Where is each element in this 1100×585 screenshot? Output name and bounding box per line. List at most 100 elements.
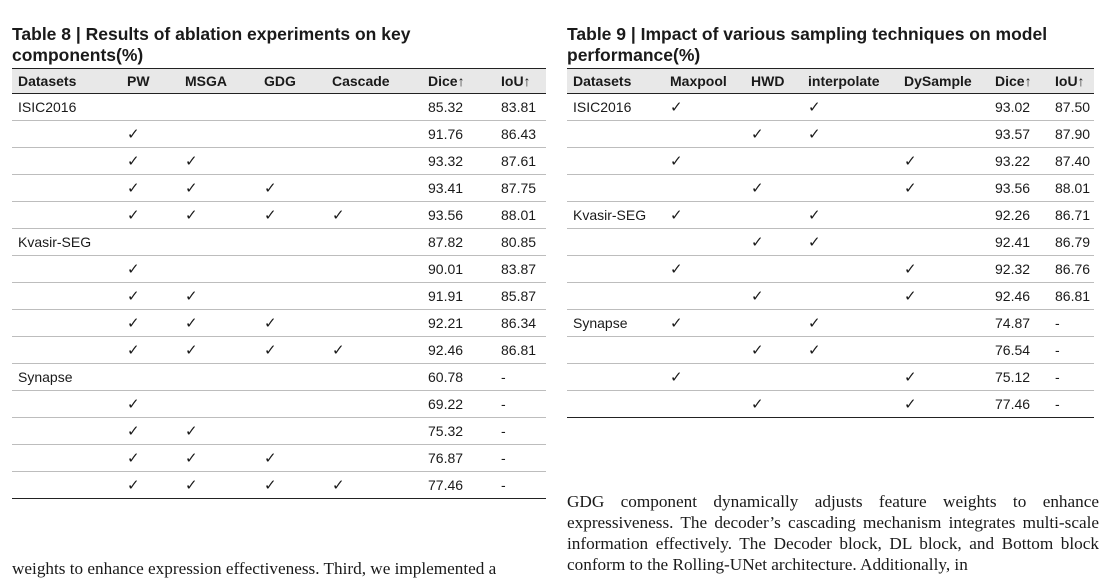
checkmark-cell: ✓ — [179, 417, 258, 445]
body-text-left: weights to enhance expression effectiven… — [12, 559, 497, 578]
table-cell — [567, 336, 664, 364]
column-header: Dice↑ — [989, 68, 1049, 94]
table-cell — [179, 93, 258, 121]
table-cell — [121, 228, 179, 256]
table-cell — [179, 363, 258, 391]
table-cell: 87.40 — [1049, 147, 1094, 175]
table-cell — [258, 363, 326, 391]
table-cell — [802, 255, 898, 283]
table-cell: 77.46 — [422, 471, 495, 499]
table-cell: 87.75 — [495, 174, 546, 202]
table-cell — [258, 228, 326, 256]
table-cell: - — [1049, 309, 1094, 337]
table-cell — [664, 120, 745, 148]
checkmark-cell: ✓ — [745, 282, 802, 310]
table-cell — [567, 255, 664, 283]
table-cell — [326, 282, 422, 310]
checkmark-cell: ✓ — [179, 336, 258, 364]
column-header: PW — [121, 68, 179, 94]
table-row: ✓ 90.01 83.87 — [12, 255, 546, 283]
table-cell — [12, 147, 121, 175]
table-cell: 77.46 — [989, 390, 1049, 418]
table-cell — [802, 147, 898, 175]
table-cell — [898, 228, 989, 256]
table-cell: 86.79 — [1049, 228, 1094, 256]
table-row: ✓ ✓ 93.22 87.40 — [567, 147, 1094, 175]
table-row: ISIC2016 ✓ ✓ 93.02 87.50 — [567, 93, 1094, 121]
table-cell: 93.22 — [989, 147, 1049, 175]
checkmark-cell: ✓ — [802, 93, 898, 121]
table-row: ✓ 91.76 86.43 — [12, 120, 546, 148]
table-cell — [12, 201, 121, 229]
checkmark-cell: ✓ — [121, 336, 179, 364]
table-cell — [664, 390, 745, 418]
table-cell — [567, 147, 664, 175]
checkmark-cell: ✓ — [258, 309, 326, 337]
checkmark-cell: ✓ — [121, 309, 179, 337]
table-cell — [898, 201, 989, 229]
checkmark-cell: ✓ — [664, 147, 745, 175]
table-cell — [664, 336, 745, 364]
table-row: ✓ ✓ ✓ ✓ 93.56 88.01 — [12, 201, 546, 229]
table-row: Synapse 60.78- — [12, 363, 546, 391]
table-cell: - — [1049, 336, 1094, 364]
column-header: Datasets — [567, 68, 664, 94]
table-cell: - — [495, 363, 546, 391]
table-cell: ISIC2016 — [12, 93, 121, 121]
table-cell: - — [495, 471, 546, 499]
checkmark-cell: ✓ — [121, 174, 179, 202]
table-row: ✓ ✓ 76.54- — [567, 336, 1094, 364]
table-cell — [12, 444, 121, 472]
table-cell — [258, 255, 326, 283]
table-cell: 92.32 — [989, 255, 1049, 283]
checkmark-cell: ✓ — [898, 390, 989, 418]
table-cell: 86.43 — [495, 120, 546, 148]
table-cell: 75.32 — [422, 417, 495, 445]
checkmark-cell: ✓ — [745, 228, 802, 256]
table-cell — [664, 228, 745, 256]
table-cell — [258, 390, 326, 418]
checkmark-cell: ✓ — [179, 309, 258, 337]
table-row: ✓ ✓ 77.46- — [567, 390, 1094, 418]
table-row: ✓ ✓ 93.32 87.61 — [12, 147, 546, 175]
table-row: ✓ ✓ 92.32 86.76 — [567, 255, 1094, 283]
table-8-body: ISIC2016 85.32 83.81 ✓ 91.76 86.43 ✓ ✓ 93.32 87.6… — [12, 93, 546, 499]
table-cell — [745, 363, 802, 391]
table-cell: 91.91 — [422, 282, 495, 310]
table-cell: 60.78 — [422, 363, 495, 391]
checkmark-cell: ✓ — [898, 174, 989, 202]
column-header: Cascade — [326, 68, 422, 94]
table-row: ✓ ✓ 93.56 88.01 — [567, 174, 1094, 202]
table-cell — [326, 390, 422, 418]
table-row: ✓ ✓ ✓ 93.41 87.75 — [12, 174, 546, 202]
table-cell — [567, 282, 664, 310]
checkmark-cell: ✓ — [802, 201, 898, 229]
table-cell — [745, 93, 802, 121]
checkmark-cell: ✓ — [745, 390, 802, 418]
table-cell — [12, 120, 121, 148]
table-cell: - — [1049, 363, 1094, 391]
table-cell: 92.46 — [422, 336, 495, 364]
table-cell — [745, 255, 802, 283]
checkmark-cell: ✓ — [802, 309, 898, 337]
table-cell — [121, 363, 179, 391]
checkmark-cell: ✓ — [121, 444, 179, 472]
table-cell: 86.81 — [1049, 282, 1094, 310]
table-cell — [121, 93, 179, 121]
table-cell — [567, 174, 664, 202]
table-cell: 74.87 — [989, 309, 1049, 337]
table-row: Kvasir-SEG 87.82 80.85 — [12, 228, 546, 256]
column-header: MSGA — [179, 68, 258, 94]
table-cell — [258, 120, 326, 148]
table-cell: - — [495, 390, 546, 418]
table-cell: 92.26 — [989, 201, 1049, 229]
table-cell: 86.81 — [495, 336, 546, 364]
table-cell: 92.21 — [422, 309, 495, 337]
body-text-right: GDG component dynamically adjusts featur… — [567, 492, 1099, 574]
table-row: ✓ ✓ ✓ 76.87- — [12, 444, 546, 472]
table-cell — [326, 255, 422, 283]
table-cell — [12, 390, 121, 418]
table-cell — [745, 201, 802, 229]
column-header: Dice↑ — [422, 68, 495, 94]
table-cell — [179, 120, 258, 148]
